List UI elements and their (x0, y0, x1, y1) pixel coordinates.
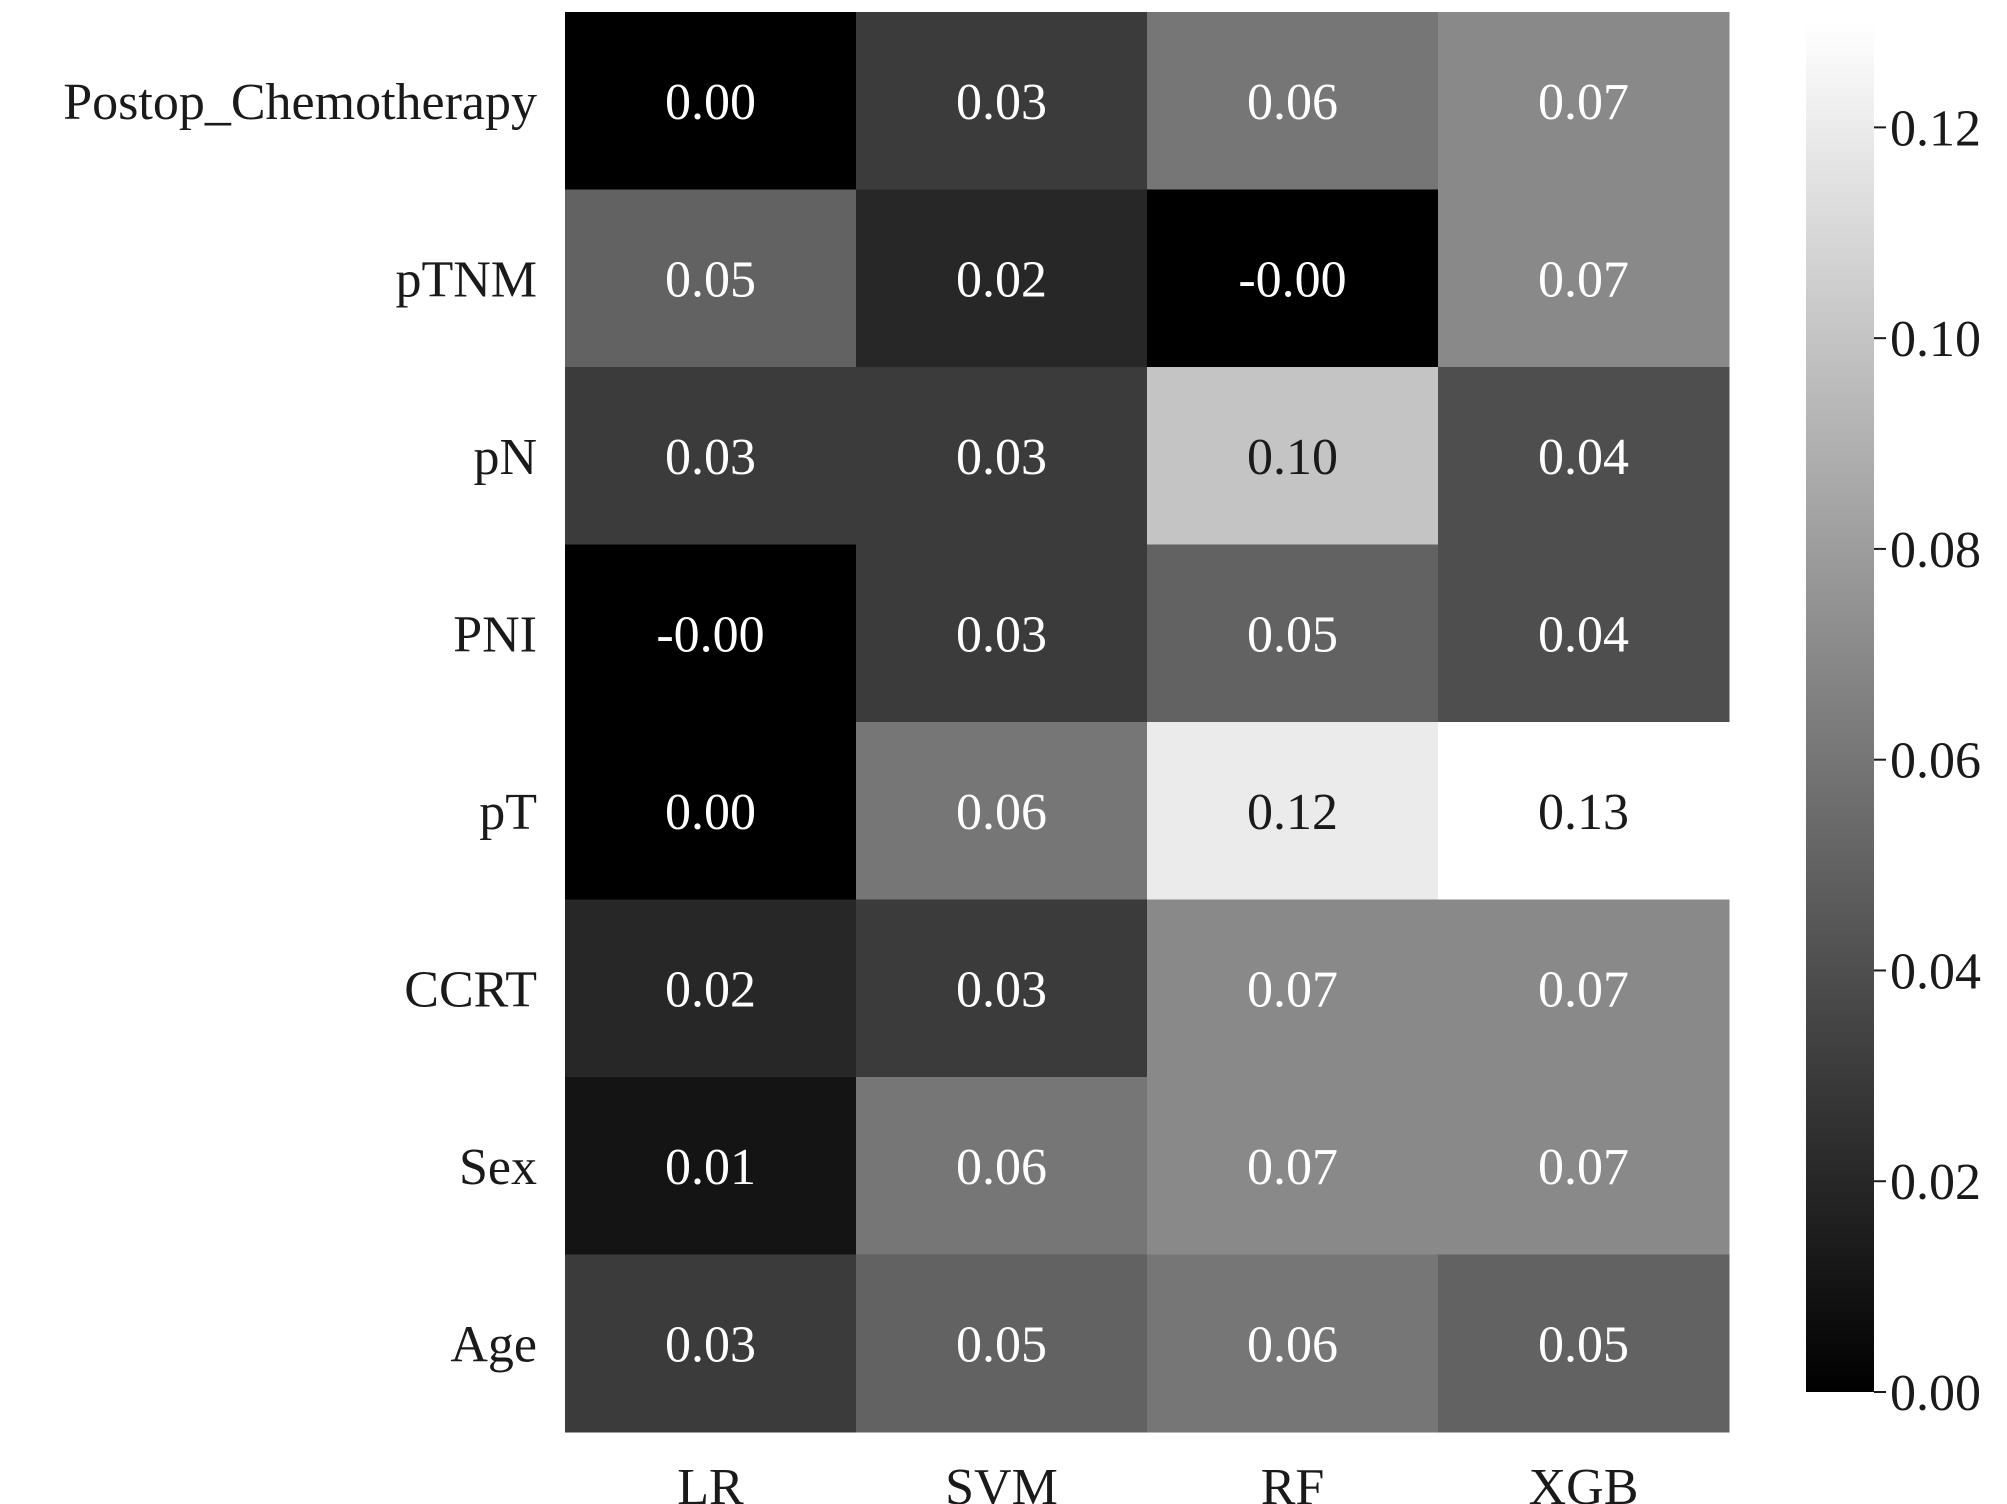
heatmap-cell (565, 1077, 857, 1255)
colorbar-tick-label: 0.08 (1890, 522, 1981, 579)
heatmap-cell (1438, 12, 1730, 190)
cell-value-label: 0.04 (1538, 429, 1629, 486)
cell-value-label: 0.03 (665, 429, 756, 486)
cell-value-label: 0.13 (1538, 784, 1629, 841)
heatmap-cell (1438, 367, 1730, 545)
cell-value-label: 0.03 (956, 961, 1047, 1018)
y-tick-label: Postop_Chemotherapy (63, 74, 537, 131)
heatmap-cell (1438, 189, 1730, 368)
cell-value-label: 0.03 (956, 74, 1047, 131)
cell-value-label: 0.03 (665, 1316, 756, 1373)
heatmap-cell (1147, 12, 1439, 190)
cell-value-label: 0.06 (1247, 1316, 1338, 1373)
heatmap-cell (565, 1254, 857, 1433)
cell-value-label: 0.02 (665, 961, 756, 1018)
heatmap-cell (856, 899, 1148, 1078)
y-tick-label: Sex (459, 1139, 537, 1196)
cell-value-label: 0.00 (665, 784, 756, 841)
heatmap-cell (1438, 544, 1730, 723)
cell-value-label: 0.10 (1247, 429, 1338, 486)
heatmap-cell (856, 1077, 1148, 1255)
heatmap-cell (565, 722, 857, 900)
x-tick-label: XGB (1529, 1459, 1639, 1504)
cell-value-label: 0.07 (1538, 961, 1629, 1018)
colorbar-tick-label: 0.00 (1890, 1365, 1981, 1422)
heatmap-cell (1147, 367, 1439, 545)
cell-value-label: 0.03 (956, 429, 1047, 486)
cell-value-label: 0.00 (665, 74, 756, 131)
cell-value-label: 0.02 (956, 251, 1047, 308)
colorbar-tick-label: 0.02 (1890, 1154, 1981, 1211)
heatmap-cell (856, 544, 1148, 723)
heatmap-cell (1147, 189, 1439, 368)
heatmap-cells (565, 12, 1730, 1433)
cell-value-label: -0.00 (1238, 251, 1346, 308)
cell-value-label: 0.07 (1538, 74, 1629, 131)
cell-value-label: 0.06 (956, 1139, 1047, 1196)
cell-value-label: 0.05 (665, 251, 756, 308)
heatmap-cell (1147, 899, 1439, 1078)
cell-value-label: 0.07 (1538, 1139, 1629, 1196)
cell-value-label: 0.07 (1538, 251, 1629, 308)
cell-value-label: 0.12 (1247, 784, 1338, 841)
heatmap-cell (1147, 544, 1439, 723)
x-tick-label: SVM (945, 1459, 1058, 1504)
heatmap-cell (565, 367, 857, 545)
heatmap-cell (856, 367, 1148, 545)
heatmap-cell (1438, 1254, 1730, 1433)
heatmap-cell (565, 189, 857, 368)
cell-value-label: 0.03 (956, 606, 1047, 663)
heatmap-cell (565, 544, 857, 723)
colorbar-tick-label: 0.04 (1890, 943, 1981, 1000)
y-axis-tick-labels: Postop_Chemotherapy pTNM pN PNI pT CCRT Sex Age (63, 74, 537, 1374)
heatmap-cell (856, 1254, 1148, 1433)
cell-value-label: 0.01 (665, 1139, 756, 1196)
heatmap-cell (1438, 899, 1730, 1078)
y-tick-label: pTNM (395, 251, 537, 308)
x-tick-label: RF (1261, 1459, 1325, 1504)
colorbar: 0.00 0.02 0.04 0.06 0.08 0.10 0.12 (1806, 22, 1981, 1422)
y-tick-label: CCRT (404, 961, 537, 1018)
heatmap-cell (856, 12, 1148, 190)
cell-value-label: 0.07 (1247, 1139, 1338, 1196)
heatmap-value-labels: 0.00 0.03 0.06 0.07 0.05 0.02 -0.00 0.07 0.03 0.0… (656, 74, 1629, 1374)
cell-value-label: 0.05 (1538, 1316, 1629, 1373)
colorbar-tick-label: 0.12 (1890, 100, 1981, 157)
y-tick-label: pN (473, 429, 537, 486)
heatmap-cell (1438, 1077, 1730, 1255)
y-tick-label: pT (479, 784, 537, 841)
heatmap-cell (565, 899, 857, 1078)
heatmap-cell (1147, 1254, 1439, 1433)
colorbar-tick-label: 0.06 (1890, 733, 1981, 790)
cell-value-label: 0.06 (1247, 74, 1338, 131)
heatmap-cell (565, 12, 857, 190)
x-axis-tick-labels: LR SVM RF XGB (677, 1459, 1638, 1504)
colorbar-gradient (1806, 22, 1874, 1392)
colorbar-ticks: 0.00 0.02 0.04 0.06 0.08 0.10 0.12 (1874, 100, 1981, 1422)
y-tick-label: Age (450, 1316, 537, 1373)
heatmap-cell (1147, 1077, 1439, 1255)
heatmap-cell (856, 189, 1148, 368)
cell-value-label: -0.00 (656, 606, 764, 663)
cell-value-label: 0.07 (1247, 961, 1338, 1018)
x-tick-label: LR (677, 1459, 744, 1504)
heatmap-cell (1147, 722, 1439, 900)
y-tick-label: PNI (453, 606, 537, 663)
cell-value-label: 0.05 (956, 1316, 1047, 1373)
heatmap-cell (1438, 722, 1730, 900)
colorbar-tick-label: 0.10 (1890, 311, 1981, 368)
cell-value-label: 0.06 (956, 784, 1047, 841)
heatmap-cell (856, 722, 1148, 900)
cell-value-label: 0.04 (1538, 606, 1629, 663)
cell-value-label: 0.05 (1247, 606, 1338, 663)
